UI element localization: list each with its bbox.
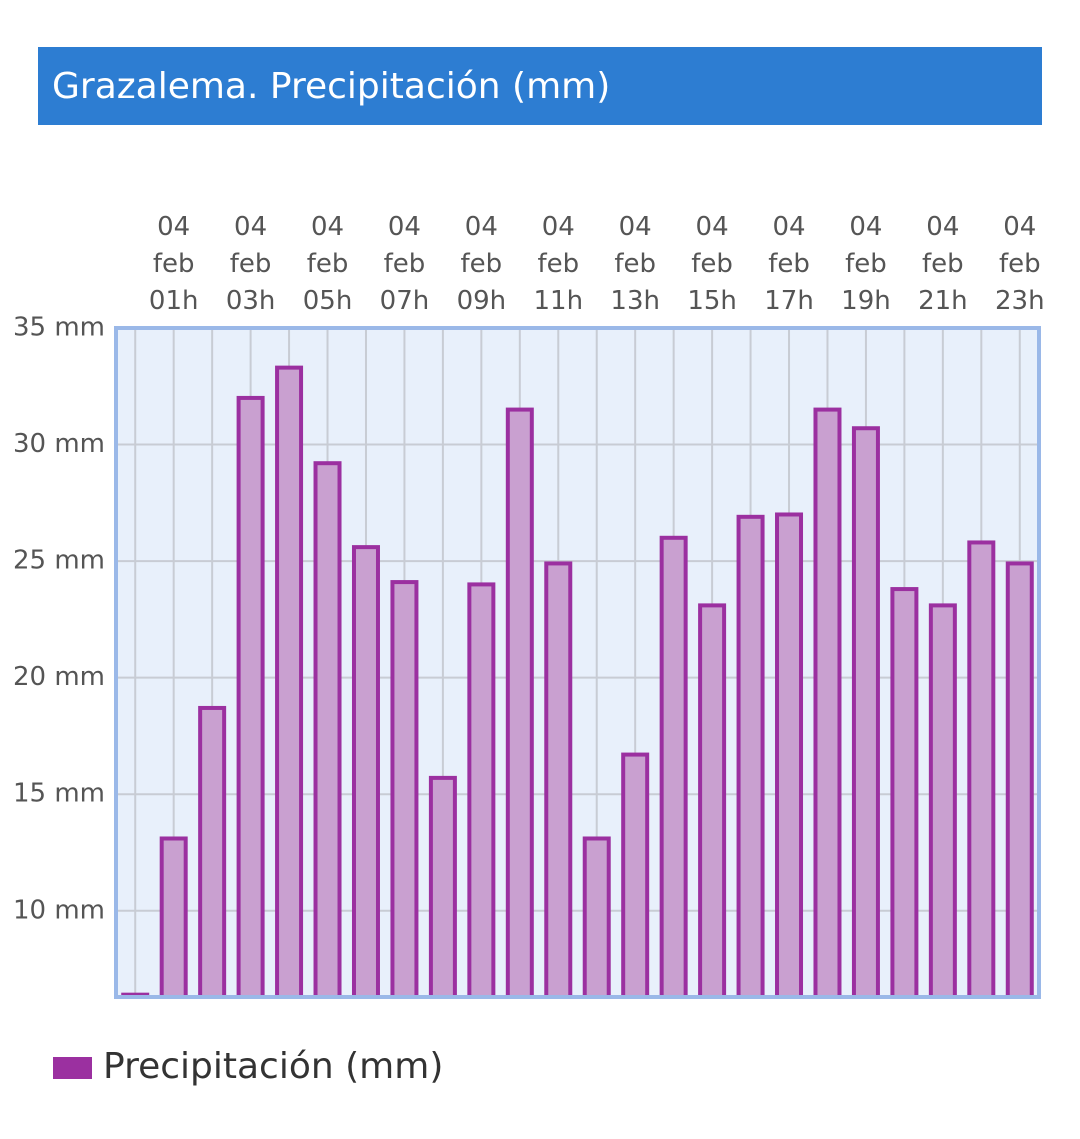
bar <box>698 603 727 999</box>
bar <box>582 836 611 999</box>
x-tick-label-line: feb <box>153 249 195 279</box>
x-tick-label-line: 21h <box>918 286 968 316</box>
y-tick-label: 15 mm <box>13 779 105 809</box>
x-tick-label-line: 04 <box>849 212 882 242</box>
x-tick-label-line: feb <box>461 249 503 279</box>
x-tick-label-line: 04 <box>696 212 729 242</box>
legend-swatch <box>53 1057 92 1079</box>
x-tick-label: 04 feb 15h <box>687 212 737 316</box>
x-tick-label: 04 feb 09h <box>457 212 507 316</box>
bar <box>544 561 573 999</box>
bar <box>851 426 880 999</box>
x-tick-label-line: feb <box>845 249 887 279</box>
x-tick-label-line: 05h <box>303 286 353 316</box>
y-tick-label: 35 mm <box>13 313 105 343</box>
x-tick-label-line: feb <box>230 249 272 279</box>
x-tick-label-line: 13h <box>610 286 660 316</box>
bar <box>813 407 842 999</box>
bar <box>736 514 765 999</box>
x-tick-label-line: 15h <box>687 286 737 316</box>
bar <box>505 407 534 999</box>
plot-border <box>114 326 1041 999</box>
bar <box>775 512 804 999</box>
x-tick-label-line: 17h <box>764 286 814 316</box>
x-tick-label-line: 04 <box>388 212 421 242</box>
x-tick-label-line: 04 <box>772 212 805 242</box>
bar <box>159 836 188 999</box>
x-tick-label: 04 feb 23h <box>995 212 1045 316</box>
bar <box>621 752 650 999</box>
x-tick-label-line: 03h <box>226 286 276 316</box>
x-tick-label-line: 19h <box>841 286 891 316</box>
x-tick-label-line: feb <box>614 249 656 279</box>
x-tick-label: 04 feb 03h <box>226 212 276 316</box>
bar <box>236 395 265 1000</box>
y-tick-label: 25 mm <box>13 546 105 576</box>
y-tick-label: 10 mm <box>13 895 105 925</box>
bar <box>890 587 919 999</box>
x-tick-label-line: 04 <box>1003 212 1036 242</box>
bar <box>313 461 342 999</box>
x-tick-label-line: 04 <box>465 212 498 242</box>
bar <box>467 582 496 999</box>
x-tick-label-line: 04 <box>311 212 344 242</box>
x-tick-label-line: 01h <box>149 286 199 316</box>
x-tick-label-line: 04 <box>234 212 267 242</box>
bar <box>390 580 419 999</box>
plot-area <box>116 328 1039 997</box>
x-tick-label-line: feb <box>768 249 810 279</box>
x-tick-label: 04 feb 13h <box>610 212 660 316</box>
x-tick-label-line: 04 <box>542 212 575 242</box>
bar <box>275 365 304 999</box>
x-tick-label-line: 09h <box>457 286 507 316</box>
x-tick-label: 04 feb 01h <box>149 212 199 316</box>
y-tick-label: 30 mm <box>13 429 105 459</box>
x-tick-label-line: feb <box>307 249 349 279</box>
bar <box>1005 561 1034 999</box>
bar <box>198 705 227 999</box>
bar <box>928 603 957 999</box>
bar <box>351 545 380 999</box>
x-tick-label-line: feb <box>999 249 1041 279</box>
x-tick-label: 04 feb 21h <box>918 212 968 316</box>
x-tick-label: 04 feb 19h <box>841 212 891 316</box>
x-tick-label: 04 feb 07h <box>380 212 430 316</box>
chart-title: Grazalema. Precipitación (mm) <box>52 66 610 107</box>
x-tick-label-line: feb <box>537 249 579 279</box>
x-tick-label-line: feb <box>922 249 964 279</box>
x-tick-label: 04 feb 11h <box>533 212 583 316</box>
x-tick-label-line: 04 <box>157 212 190 242</box>
bar <box>659 535 688 999</box>
x-tick-label-line: 23h <box>995 286 1045 316</box>
x-tick-label-line: feb <box>384 249 426 279</box>
x-tick-label-line: 07h <box>380 286 430 316</box>
x-tick-label-line: 11h <box>533 286 583 316</box>
bar <box>967 540 996 999</box>
y-tick-label: 20 mm <box>13 662 105 692</box>
bar <box>428 775 457 999</box>
x-tick-label: 04 feb 05h <box>303 212 353 316</box>
x-tick-label-line: 04 <box>619 212 652 242</box>
x-tick-label: 04 feb 17h <box>764 212 814 316</box>
x-tick-label-line: feb <box>691 249 733 279</box>
legend-label: Precipitación (mm) <box>103 1046 443 1087</box>
title-bar <box>38 47 1042 125</box>
x-tick-label-line: 04 <box>926 212 959 242</box>
